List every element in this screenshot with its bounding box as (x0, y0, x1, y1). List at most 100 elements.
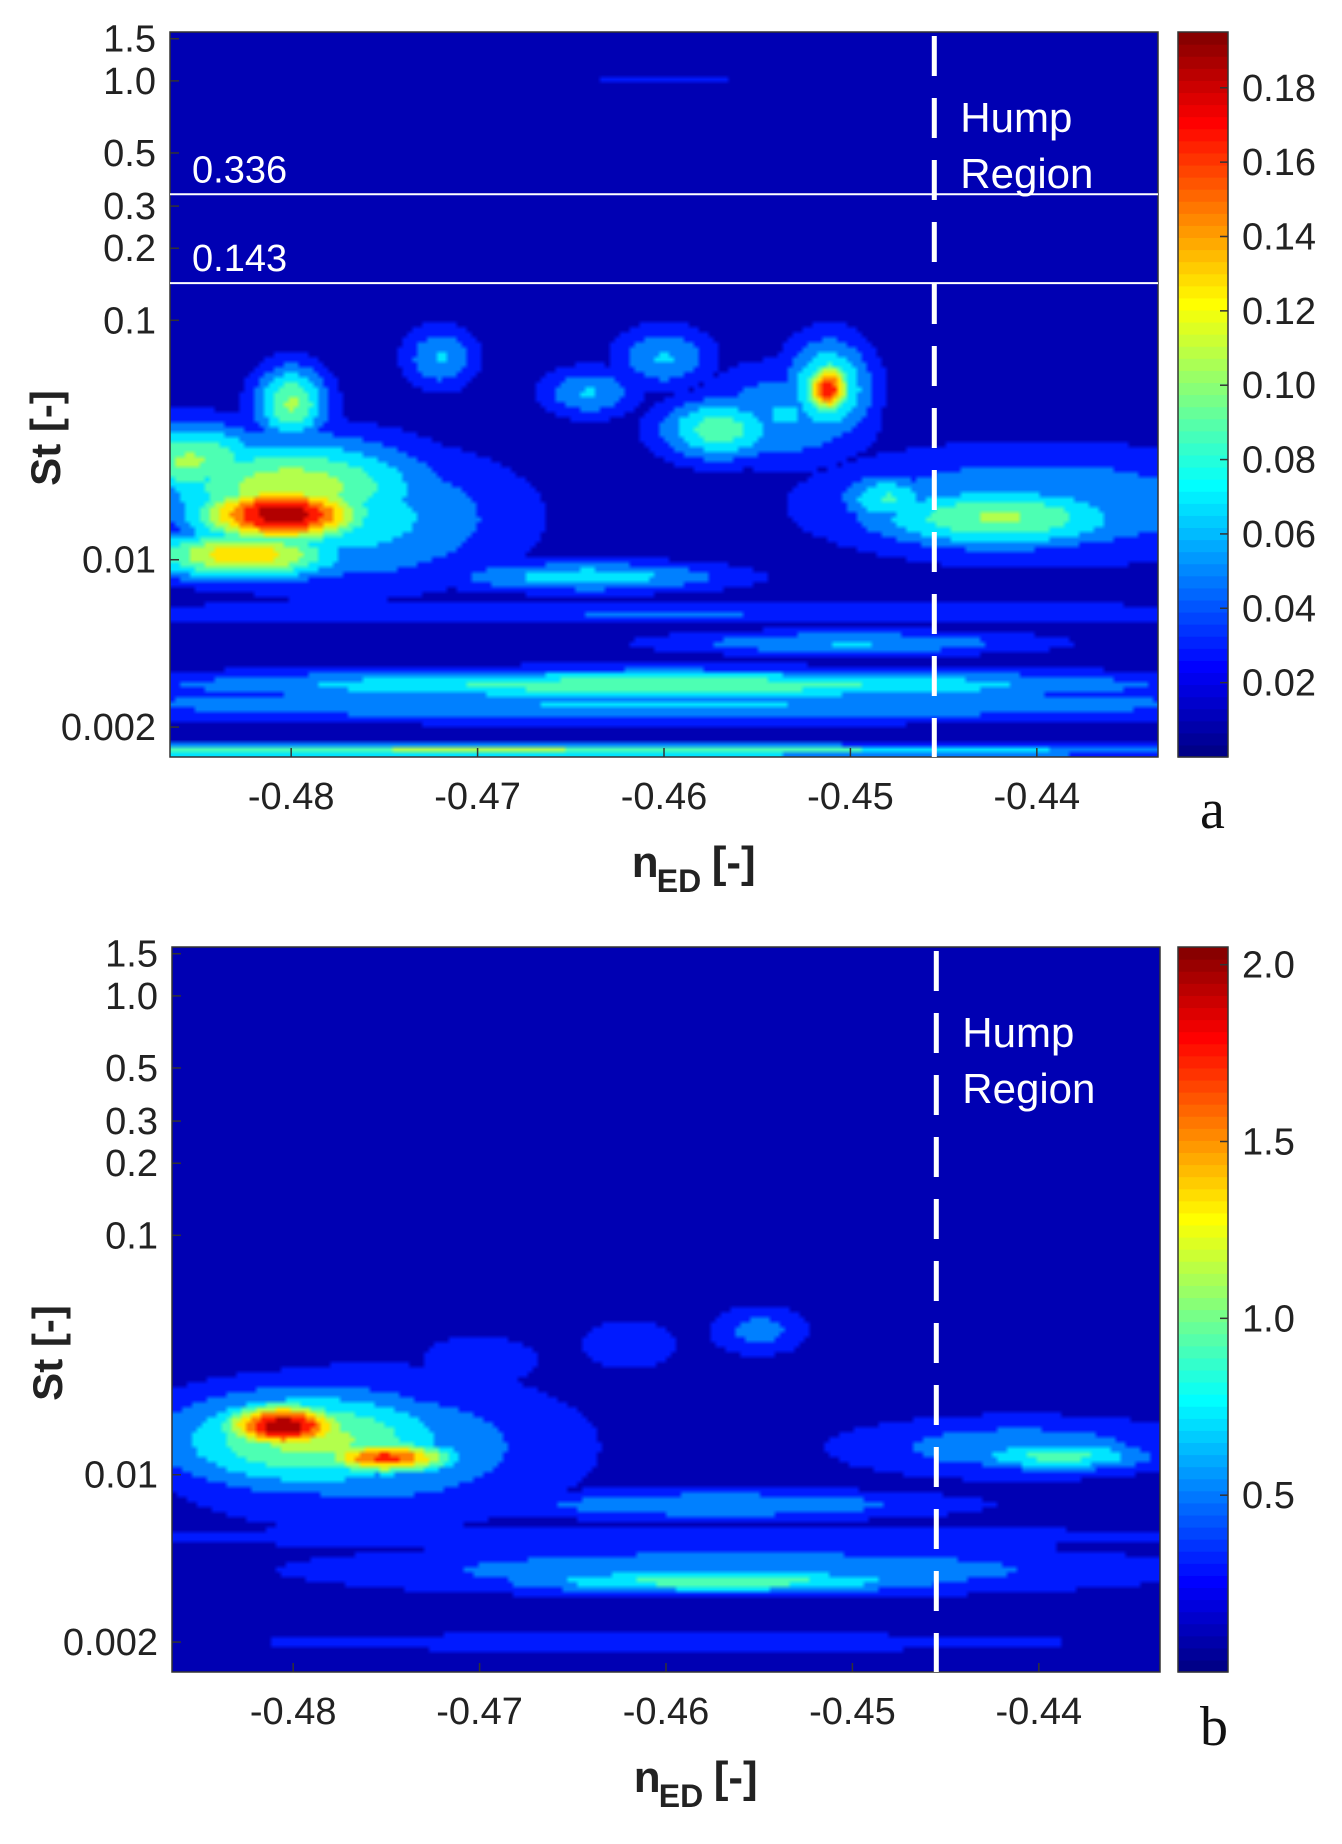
colorbar-segment (1178, 959, 1228, 972)
colorbar-tick-label: 0.06 (1242, 514, 1316, 556)
y-tick-label: 1.5 (103, 19, 156, 61)
y-tick-label: 0.3 (105, 1101, 158, 1143)
colorbar-segment (1178, 1188, 1228, 1202)
colorbar-segment (1178, 1551, 1228, 1564)
y-tick-label: 0.1 (105, 1215, 158, 1257)
colorbar-segment (1178, 575, 1228, 589)
colorbar-segment (1178, 1418, 1228, 1431)
y-axis-label: St [-] (22, 390, 69, 486)
colorbar-segment (1178, 1466, 1228, 1480)
colorbar-segment (1178, 1212, 1228, 1226)
panel-a: 0.336 0.143 Hump Region 0.002 0.01 0.1 0.20.3 0.… (22, 19, 1316, 899)
colorbar-segment (1178, 947, 1228, 960)
colorbar-segment (1178, 261, 1228, 275)
x-tick-label: -0.48 (248, 776, 335, 818)
colorbar-segment (1178, 479, 1228, 492)
colorbar-segment (1178, 983, 1228, 996)
colorbar-segment (1178, 732, 1228, 746)
colorbar-segment (1178, 1647, 1228, 1661)
x-axis-label-unit: [-] (714, 1753, 758, 1802)
x-tick-label: -0.47 (436, 1691, 523, 1733)
colorbar-segment (1178, 201, 1228, 214)
panel-b: HumpRegion0.0020.010.10.20.30.51.01.5-0.… (24, 934, 1295, 1814)
colorbar-segment (1178, 225, 1228, 239)
colorbar-segment (1178, 116, 1228, 130)
colorbar-segment (1178, 128, 1228, 142)
colorbar-segment (1178, 152, 1228, 166)
colorbar-segment (1178, 1394, 1228, 1407)
colorbar-segment (1178, 322, 1228, 335)
colorbar-tick-label: 2.0 (1242, 945, 1295, 987)
y-tick-label: 0.01 (84, 1455, 158, 1497)
colorbar-segment (1178, 1635, 1228, 1649)
colorbar-segment (1178, 56, 1228, 69)
colorbar-segment (1178, 599, 1228, 613)
colorbar-segment (1178, 177, 1228, 190)
y-tick-label: 0.1 (103, 300, 156, 342)
colorbar-segment (1178, 430, 1228, 444)
colorbar-tick-label: 0.5 (1242, 1475, 1295, 1517)
colorbar-segment (1178, 1019, 1228, 1033)
colorbar-segment (1178, 551, 1228, 565)
colorbar-segment (1178, 971, 1228, 984)
colorbar-segment (1178, 1237, 1228, 1250)
colorbar-segment (1178, 1514, 1228, 1528)
colorbar-segment (1178, 1140, 1228, 1154)
colorbar-segment (1178, 406, 1228, 420)
hump-region-label: Region (960, 150, 1093, 197)
y-tick-label: 0.002 (63, 1622, 158, 1664)
colorbar-segment (1178, 720, 1228, 734)
colorbar-segment (1178, 1055, 1228, 1069)
colorbar-segment (1178, 648, 1228, 661)
colorbar-segment (1178, 1007, 1228, 1021)
colorbar-segment (1178, 1611, 1228, 1625)
colorbar-segment (1178, 1321, 1228, 1335)
colorbar-segment (1178, 660, 1228, 674)
colorbar-segment (1178, 995, 1228, 1009)
hump-region-label: Hump (960, 94, 1072, 141)
panel-label: b (1200, 1696, 1228, 1758)
y-tick-label: 0.2 (105, 1143, 158, 1185)
x-tick-label: -0.45 (809, 1691, 896, 1733)
colorbar-segment (1178, 1442, 1228, 1456)
y-tick-label: 0.002 (61, 707, 156, 749)
colorbar-segment (1178, 1176, 1228, 1190)
colorbar-segment (1178, 334, 1228, 347)
colorbar-segment (1178, 527, 1228, 541)
colorbar-segment (1178, 1659, 1228, 1673)
colorbar-segment (1178, 104, 1228, 118)
y-tick-label: 1.0 (105, 976, 158, 1018)
colorbar-segment (1178, 1382, 1228, 1395)
colorbar-segment (1178, 491, 1228, 504)
colorbar-segment (1178, 1116, 1228, 1129)
x-tick-label: -0.45 (807, 776, 894, 818)
x-tick-label: -0.46 (621, 776, 708, 818)
colorbar-segment (1178, 213, 1228, 226)
colorbar-segment (1178, 1527, 1228, 1540)
colorbar-segment (1178, 1309, 1228, 1323)
x-tick-label: -0.44 (996, 1691, 1083, 1733)
colorbar-segment (1178, 1200, 1228, 1214)
colorbar-segment (1178, 1357, 1228, 1371)
colorbar-segment (1178, 249, 1228, 263)
hump-region-label: Region (962, 1065, 1095, 1112)
colorbar-segment (1178, 1563, 1228, 1576)
colorbar-segment (1178, 80, 1228, 94)
colorbar-segment (1178, 273, 1228, 287)
heatmap-field (172, 947, 1160, 1672)
colorbar-segment (1178, 744, 1228, 758)
colorbar-segment (1178, 1502, 1228, 1516)
colorbar-tick-label: 0.02 (1242, 663, 1316, 705)
y-axis-label: St [-] (24, 1305, 71, 1401)
colorbar-segment (1178, 382, 1228, 396)
colorbar-tick-label: 0.18 (1242, 68, 1316, 110)
colorbar-segment (1178, 92, 1228, 106)
colorbar-tick-label: 0.10 (1242, 365, 1316, 407)
colorbar-segment (1178, 1128, 1228, 1141)
colorbar-segment (1178, 358, 1228, 371)
colorbar-segment (1178, 708, 1228, 722)
colorbar-segment (1178, 612, 1228, 625)
colorbar-segment (1178, 684, 1228, 698)
x-axis-label-unit: [-] (712, 838, 756, 887)
